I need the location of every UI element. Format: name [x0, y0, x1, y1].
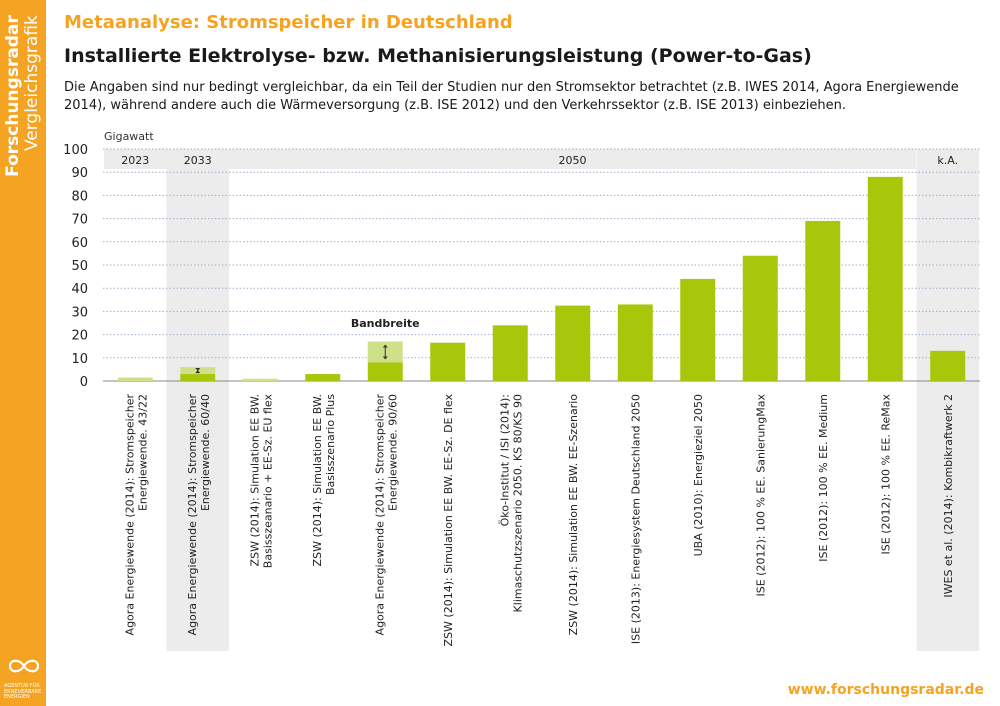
bar: [617, 304, 653, 381]
y-tick-label: 10: [71, 352, 88, 367]
range-arrow-head: [382, 344, 388, 348]
bar: [555, 305, 591, 381]
bar: [180, 374, 216, 381]
range-arrow-head: [382, 356, 388, 360]
category-label: Agora Energiewende (2014): Stromspeicher: [373, 394, 386, 636]
category-label: ISE (2012): 100 % EE. Medium: [817, 394, 830, 562]
bar: [305, 374, 341, 381]
bar: [430, 342, 466, 381]
y-tick-label: 80: [71, 189, 88, 204]
category-label: Agora Energiewende (2014): Stromspeicher: [186, 394, 199, 636]
category-label: IWES et al. (2014): Kombikraftwerk 2: [942, 394, 955, 598]
category-label: ZSW (2014): Simulation EE BW. EE-Sz. DE …: [442, 394, 455, 647]
footer-url[interactable]: www.forschungsradar.de: [787, 682, 984, 698]
sidebar: Forschungsradar Vergleichsgrafik AGENTUR…: [0, 0, 46, 706]
range-arrow-head: [195, 368, 201, 372]
period-label: 2023: [121, 154, 149, 167]
category-label: ISE (2013): Energiesystem Deutschland 20…: [629, 394, 642, 644]
y-tick-label: 0: [80, 375, 88, 390]
page-kicker: Metaanalyse: Stromspeicher in Deutschlan…: [64, 12, 513, 33]
y-tick-label: 60: [71, 236, 88, 251]
logo-text: AGENTUR FÜR ERNEUERBARE ENERGIEN: [4, 683, 42, 700]
bar: [867, 176, 903, 381]
category-label: Energiewende. 43/22: [136, 394, 149, 511]
bar: [492, 325, 528, 381]
period-band-13: [916, 149, 979, 651]
category-label: ISE (2012): 100 % EE. SanierungMax: [754, 394, 767, 597]
y-tick-label: 100: [63, 143, 88, 158]
y-tick-label: 20: [71, 329, 88, 344]
page-title: Installierte Elektrolyse- bzw. Methanisi…: [64, 45, 812, 67]
category-label: ZSW (2014): Simulation EE BW. EE-Szenari…: [567, 394, 580, 636]
bar: [242, 378, 278, 381]
category-label: ZSW (2014): Simulation EE BW.: [248, 394, 261, 566]
category-label: Klimaschutzszenario 2050. KS 80/KS 90: [511, 394, 524, 612]
agency-logo: AGENTUR FÜR ERNEUERBARE ENERGIEN: [4, 655, 44, 701]
category-label: Energiewende. 60/40: [199, 394, 212, 511]
category-label: ISE (2012): 100 % EE. ReMax: [879, 394, 892, 555]
y-axis-label: Gigawatt: [104, 130, 154, 143]
category-label: Öko-Institut / ISI (2014):: [498, 394, 511, 526]
category-label: Basisszenario Plus: [324, 394, 337, 495]
period-label: k.A.: [937, 154, 958, 167]
y-tick-label: 90: [71, 166, 88, 181]
bar: [117, 377, 153, 381]
bar: [742, 255, 778, 381]
y-tick-label: 70: [71, 213, 88, 228]
bar: [367, 362, 403, 381]
period-band-1: [166, 149, 229, 651]
bar: [805, 220, 841, 381]
bandbreite-label: Bandbreite: [351, 317, 420, 330]
y-tick-label: 40: [71, 282, 88, 297]
period-label: 2050: [559, 154, 587, 167]
infinity-icon: [8, 659, 40, 673]
bar: [930, 350, 966, 381]
period-label: 2033: [184, 154, 212, 167]
category-label: Agora Energiewende (2014): Stromspeicher: [123, 394, 136, 636]
range-arrow-head: [195, 370, 201, 374]
category-label: Energiewende. 90/60: [386, 394, 399, 511]
period-header-band: [104, 149, 916, 169]
category-label: ZSW (2014): Simulation EE BW.: [311, 394, 324, 566]
category-label: UBA (2010): Energieziel 2050: [692, 394, 705, 556]
page-subtitle: Die Angaben sind nur bedingt vergleichba…: [64, 80, 959, 113]
y-tick-label: 30: [71, 305, 88, 320]
bar: [680, 278, 716, 381]
y-tick-label: 50: [71, 259, 88, 274]
category-label: Basisszeanario + EE-Sz. EU flex: [261, 394, 274, 569]
